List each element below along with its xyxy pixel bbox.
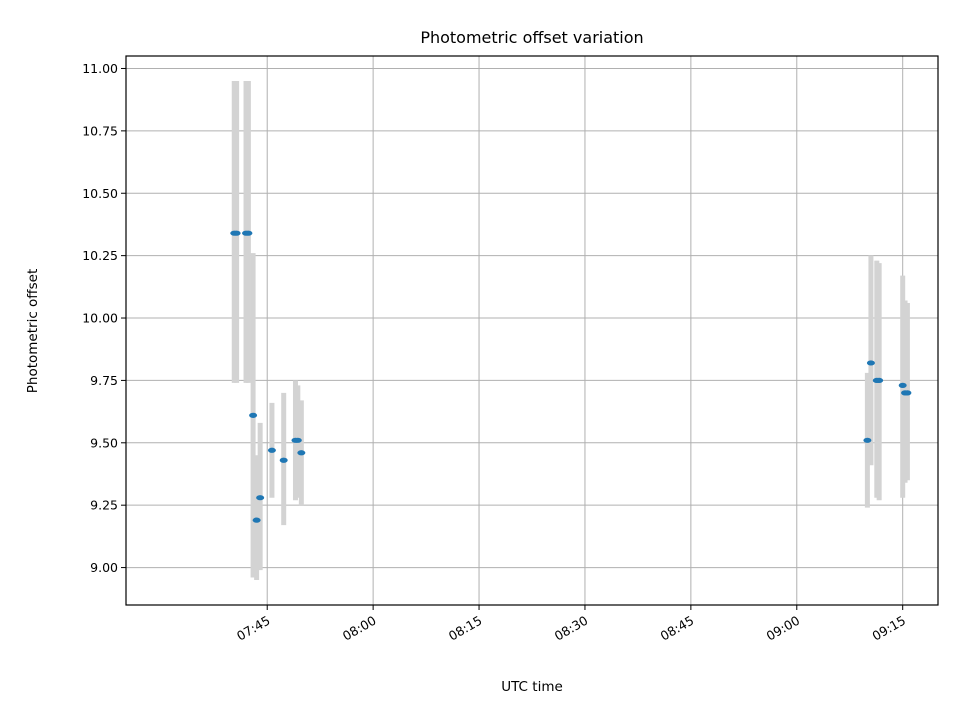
data-point	[256, 495, 265, 501]
data-point	[267, 447, 276, 453]
y-tick-label: 9.00	[90, 560, 118, 575]
y-tick-label: 10.00	[82, 311, 118, 326]
y-tick-label: 10.75	[82, 123, 118, 138]
y-tick-label: 10.25	[82, 248, 118, 263]
y-axis-label: Photometric offset	[25, 269, 41, 393]
data-point	[866, 360, 875, 366]
y-tick-label: 9.25	[90, 498, 118, 513]
data-point	[293, 437, 302, 443]
data-points	[230, 230, 912, 523]
data-point	[252, 517, 261, 523]
y-axis-ticks: 9.00 9.25 9.50 9.75 10.00 10.25 10.50 10.75 11.0…	[82, 61, 126, 575]
data-point	[244, 230, 253, 236]
data-point	[232, 230, 241, 236]
data-point	[279, 457, 288, 463]
data-point	[297, 450, 306, 456]
plot-frame	[125, 55, 939, 606]
y-tick-label: 9.50	[90, 435, 118, 450]
data-point	[875, 377, 884, 384]
data-point	[903, 390, 912, 396]
chart-title: Photometric offset variation	[420, 28, 643, 47]
data-point	[863, 437, 872, 443]
y-tick-label: 9.75	[90, 373, 118, 388]
x-axis-label: UTC time	[501, 679, 563, 695]
data-point	[249, 412, 258, 418]
grid	[126, 56, 938, 605]
y-tick-label: 11.00	[82, 61, 118, 76]
y-tick-label: 10.50	[82, 186, 118, 201]
data-point	[898, 382, 907, 388]
